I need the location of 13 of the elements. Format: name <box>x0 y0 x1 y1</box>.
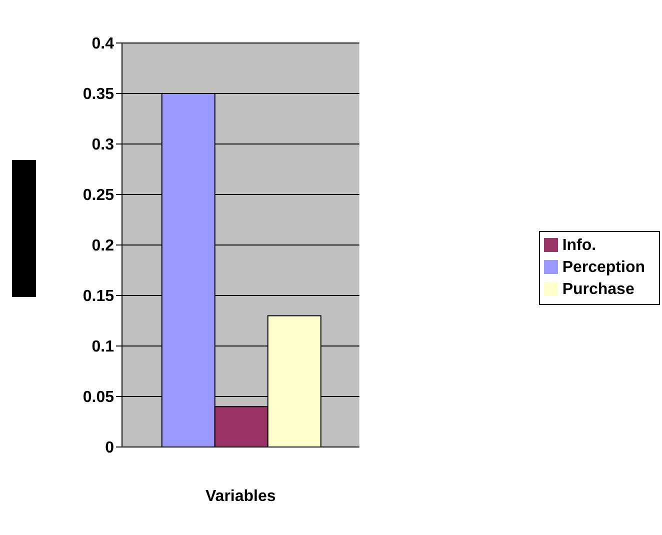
y-tick-label: 0.2 <box>92 238 114 255</box>
legend-label: Purchase <box>562 280 634 298</box>
y-tick-label: 0.05 <box>82 389 114 406</box>
y-tick-label: 0 <box>105 440 114 457</box>
y-tick-label: 0.3 <box>92 136 114 154</box>
y-tick-label: 0.25 <box>82 187 114 204</box>
y-tick-label: 0.15 <box>82 288 114 306</box>
y-tick-label: 0.4 <box>92 36 114 53</box>
legend-label: Info. <box>562 236 596 254</box>
legend-label: Perception <box>562 258 645 276</box>
y-tick-label: 0.1 <box>92 338 114 356</box>
x-axis-title: Variables <box>206 488 276 505</box>
y-tick-label: 0.35 <box>82 86 114 104</box>
